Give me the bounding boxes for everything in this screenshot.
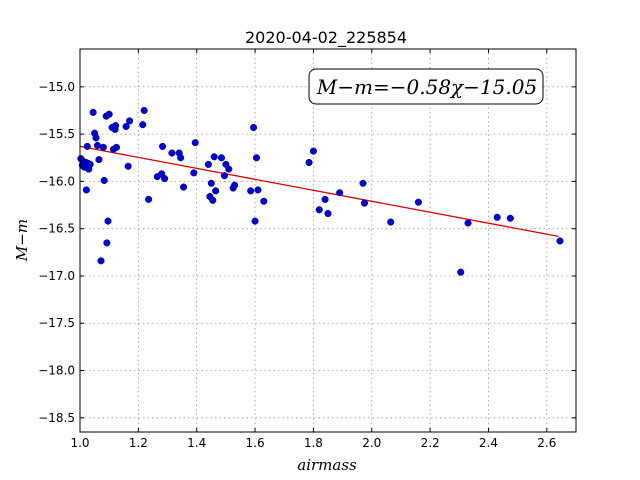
data-point bbox=[159, 142, 167, 150]
data-point bbox=[414, 198, 422, 206]
data-point bbox=[95, 156, 103, 164]
y-tick-label: −15.0 bbox=[38, 80, 75, 94]
fit-equation-box: M−m=−0.58χ−15.05 bbox=[308, 68, 544, 105]
data-point bbox=[207, 179, 215, 187]
data-point bbox=[99, 143, 107, 151]
data-point bbox=[92, 134, 100, 142]
data-point bbox=[212, 187, 220, 195]
data-point bbox=[250, 123, 258, 132]
data-point bbox=[464, 219, 472, 227]
data-point bbox=[122, 122, 130, 131]
data-point bbox=[309, 147, 317, 155]
data-point bbox=[457, 268, 465, 276]
data-point bbox=[315, 206, 323, 214]
data-point bbox=[506, 214, 514, 222]
data-point bbox=[190, 169, 198, 177]
data-point bbox=[89, 108, 97, 116]
tick-labels: 1.0 1.2 1.4 1.6 1.8 2.0 2.2 2.4 2.6 −15.0 −15.5 −16… bbox=[38, 80, 556, 450]
data-point bbox=[191, 139, 199, 147]
data-point bbox=[254, 186, 262, 194]
data-point bbox=[104, 217, 112, 225]
x-tick-label: 1.6 bbox=[246, 436, 265, 450]
data-point bbox=[139, 121, 147, 129]
x-tick-label: 1.0 bbox=[70, 436, 89, 450]
grid-layer bbox=[79, 49, 576, 432]
data-point bbox=[220, 172, 228, 180]
x-tick-label: 1.2 bbox=[129, 436, 148, 450]
data-point bbox=[556, 237, 564, 245]
data-point bbox=[260, 197, 268, 205]
y-tick-label: −16.0 bbox=[38, 174, 75, 188]
data-point bbox=[321, 195, 329, 203]
x-tick-label: 2.6 bbox=[537, 436, 556, 450]
data-point bbox=[82, 186, 90, 194]
data-point bbox=[247, 187, 255, 195]
y-tick-label: −18.0 bbox=[38, 364, 75, 378]
data-point bbox=[112, 122, 120, 130]
data-point bbox=[324, 209, 332, 218]
fit-equation: M−m=−0.58χ−15.05 bbox=[316, 75, 537, 99]
x-tick-label: 2.2 bbox=[421, 436, 440, 450]
data-points bbox=[77, 106, 564, 276]
data-point bbox=[217, 154, 226, 162]
x-tick-label: 1.4 bbox=[187, 436, 206, 450]
x-tick-label: 1.8 bbox=[304, 436, 323, 450]
fit-equation-frame bbox=[308, 68, 544, 105]
data-point bbox=[83, 142, 91, 150]
data-point bbox=[105, 110, 113, 118]
plot-frame bbox=[79, 48, 577, 433]
data-point bbox=[360, 199, 369, 207]
data-point bbox=[493, 213, 501, 221]
data-point bbox=[180, 183, 188, 191]
y-axis-label: M−m bbox=[13, 219, 31, 262]
data-point bbox=[177, 154, 185, 162]
data-point bbox=[251, 217, 259, 225]
fit-line bbox=[79, 145, 559, 237]
data-point bbox=[124, 162, 132, 170]
data-point bbox=[209, 196, 217, 204]
y-tick-label: −15.5 bbox=[38, 127, 75, 141]
x-axis-label: airmass bbox=[297, 456, 357, 474]
data-point bbox=[359, 179, 367, 187]
data-point bbox=[168, 149, 176, 157]
chart-title: 2020-04-02_225854 bbox=[245, 28, 407, 48]
y-tick-label: −18.5 bbox=[38, 411, 75, 425]
data-point bbox=[305, 158, 313, 167]
data-point bbox=[112, 143, 121, 151]
y-tick-label: −16.5 bbox=[38, 222, 75, 236]
ticks-layer bbox=[79, 49, 576, 432]
data-point bbox=[225, 165, 233, 173]
data-point bbox=[252, 154, 261, 162]
y-tick-label: −17.0 bbox=[38, 269, 75, 283]
data-point bbox=[145, 195, 153, 203]
data-point bbox=[97, 257, 105, 265]
data-point bbox=[387, 218, 395, 226]
data-point bbox=[86, 160, 94, 168]
data-point bbox=[161, 175, 169, 183]
data-point bbox=[100, 176, 108, 184]
x-tick-label: 2.4 bbox=[479, 436, 498, 450]
data-point bbox=[204, 160, 212, 168]
data-point bbox=[336, 189, 344, 197]
data-point bbox=[210, 153, 218, 161]
data-point bbox=[126, 117, 134, 125]
data-point bbox=[140, 106, 148, 115]
x-tick-label: 2.0 bbox=[362, 436, 381, 450]
data-point bbox=[231, 181, 239, 189]
data-point bbox=[103, 239, 111, 247]
data-point bbox=[93, 141, 102, 150]
fit-layer bbox=[79, 145, 559, 237]
y-tick-label: −17.5 bbox=[38, 316, 75, 330]
